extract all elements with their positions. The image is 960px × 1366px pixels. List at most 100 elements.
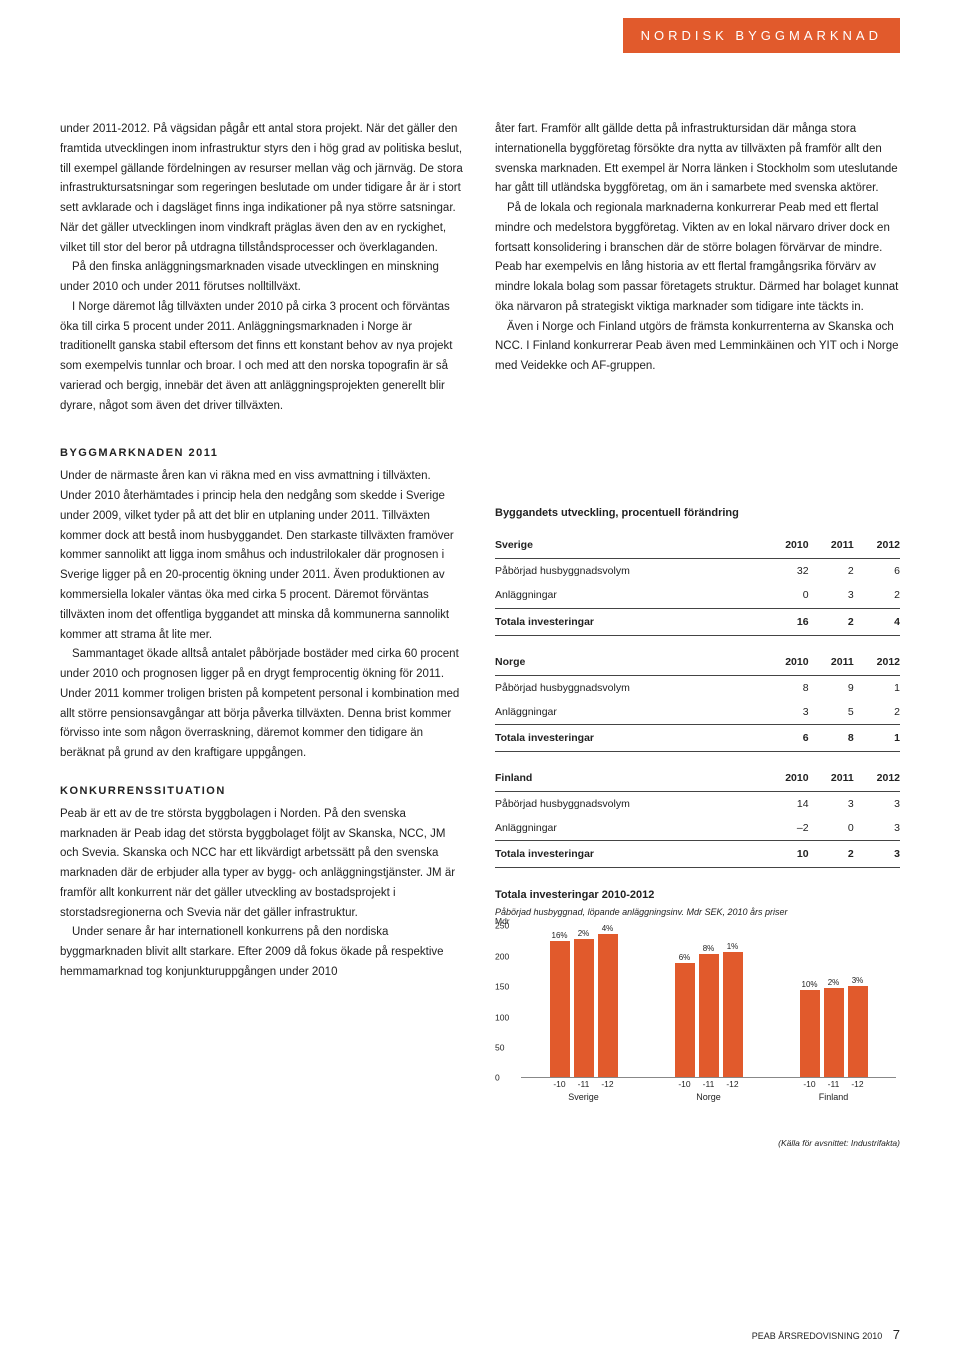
- table-cell: 6: [762, 724, 808, 751]
- chart-bar-group: 10%-102%-113%-12Finland: [771, 926, 896, 1077]
- page-number: 7: [893, 1327, 900, 1342]
- para: Sammantaget ökade alltså antalet påbörja…: [60, 645, 465, 764]
- chart-source: (Källa för avsnittet: Industrifakta): [495, 1136, 900, 1151]
- chart-bar: 6%-10: [675, 963, 695, 1078]
- y-tick: 250: [495, 919, 509, 934]
- x-tick-label: -12: [851, 1077, 863, 1092]
- x-tick-label: -10: [553, 1077, 565, 1092]
- table-cell: 9: [809, 675, 854, 700]
- x-tick-label: -10: [678, 1077, 690, 1092]
- data-table: Sverige201020112012Påbörjad husbyggnadsv…: [495, 533, 900, 635]
- table-row: Totala investeringar681: [495, 724, 900, 751]
- chart-plot-area: 16%-102%-114%-12Sverige6%-108%-111%-12No…: [521, 926, 896, 1078]
- top-left-col: under 2011-2012. På vägsidan pågår ett a…: [60, 120, 465, 416]
- chart-bar: 8%-11: [699, 954, 719, 1078]
- chart-bar: 1%-12: [723, 952, 743, 1077]
- row-label: Anläggningar: [495, 700, 762, 725]
- table-row: Totala investeringar1023: [495, 840, 900, 867]
- data-table: Finland201020112012Påbörjad husbyggnadsv…: [495, 766, 900, 868]
- para: Under de närmaste åren kan vi räkna med …: [60, 467, 465, 645]
- bar-value-label: 4%: [602, 922, 614, 936]
- table-cell: 3: [762, 700, 808, 725]
- para: under 2011-2012. På vägsidan pågår ett a…: [60, 120, 465, 258]
- table-cell: 3: [854, 816, 900, 841]
- table-cell: 8: [809, 724, 854, 751]
- table-cell: 0: [762, 583, 808, 608]
- table-col-header: 2012: [854, 766, 900, 792]
- table-cell: 2: [854, 700, 900, 725]
- table-row: Anläggningar352: [495, 700, 900, 725]
- footer-text: PEAB ÅRSREDOVISNING 2010: [752, 1331, 883, 1341]
- table-row: Anläggningar–203: [495, 816, 900, 841]
- chart-bar: 2%-11: [574, 939, 594, 1077]
- table-cell: 5: [809, 700, 854, 725]
- bar-value-label: 8%: [703, 942, 715, 956]
- table-cell: 0: [809, 816, 854, 841]
- para: Peab är ett av de tre största byggbolage…: [60, 805, 465, 924]
- table-col-header: 2010: [762, 650, 808, 676]
- bar-value-label: 2%: [828, 976, 840, 990]
- table-col-header: 2012: [854, 533, 900, 559]
- chart-bar: 4%-12: [598, 934, 618, 1078]
- table-cell: 32: [762, 559, 808, 584]
- chart-bar: 10%-10: [800, 990, 820, 1078]
- table-col-header: 2010: [762, 766, 808, 792]
- para: Under senare år har internationell konku…: [60, 923, 465, 982]
- chart-title: Totala investeringar 2010-2012: [495, 886, 900, 905]
- table-col-header: 2010: [762, 533, 808, 559]
- section-tag: NORDISK BYGGMARKNAD: [623, 18, 900, 53]
- table-cell: 4: [854, 608, 900, 635]
- table-cell: 1: [854, 675, 900, 700]
- table-title: Byggandets utveckling, procentuell förän…: [495, 504, 900, 523]
- table-cell: 3: [854, 840, 900, 867]
- table-col-header: 2011: [809, 650, 854, 676]
- table-cell: 14: [762, 791, 808, 816]
- row-label: Totala investeringar: [495, 840, 762, 867]
- row-label: Totala investeringar: [495, 724, 762, 751]
- table-cell: 2: [809, 840, 854, 867]
- row-label: Påbörjad husbyggnadsvolym: [495, 559, 762, 584]
- chart-subtitle: Påbörjad husbyggnad, löpande anläggnings…: [495, 905, 900, 920]
- table-row: Påbörjad husbyggnadsvolym891: [495, 675, 900, 700]
- para: På de lokala och regionala marknaderna k…: [495, 199, 900, 318]
- chart-bar: 16%-10: [550, 941, 570, 1077]
- y-tick: 50: [495, 1041, 504, 1056]
- table-cell: –2: [762, 816, 808, 841]
- top-columns: under 2011-2012. På vägsidan pågår ett a…: [60, 120, 900, 416]
- table-cell: 16: [762, 608, 808, 635]
- table-cell: 6: [854, 559, 900, 584]
- y-tick: 200: [495, 949, 509, 964]
- page-footer: PEAB ÅRSREDOVISNING 2010 7: [752, 1327, 900, 1342]
- group-label: Sverige: [568, 1090, 599, 1105]
- bar-value-label: 16%: [551, 929, 567, 943]
- row-label: Totala investeringar: [495, 608, 762, 635]
- x-tick-label: -12: [601, 1077, 613, 1092]
- data-table: Norge201020112012Påbörjad husbyggnadsvol…: [495, 650, 900, 752]
- y-tick: 150: [495, 980, 509, 995]
- table-col-header: 2011: [809, 766, 854, 792]
- bar-value-label: 3%: [852, 974, 864, 988]
- y-tick: 100: [495, 1010, 509, 1025]
- x-tick-label: -12: [726, 1077, 738, 1092]
- table-cell: 2: [854, 583, 900, 608]
- table-row: Påbörjad husbyggnadsvolym3226: [495, 559, 900, 584]
- row-label: Anläggningar: [495, 583, 762, 608]
- chart-bar: 2%-11: [824, 988, 844, 1077]
- table-cell: 2: [809, 559, 854, 584]
- table-cell: 3: [854, 791, 900, 816]
- table-cell: 8: [762, 675, 808, 700]
- y-tick: 0: [495, 1071, 500, 1086]
- row-label: Anläggningar: [495, 816, 762, 841]
- table-cell: 10: [762, 840, 808, 867]
- para: I Norge däremot låg tillväxten under 201…: [60, 298, 465, 417]
- bar-value-label: 10%: [801, 978, 817, 992]
- bottom-right-col: Byggandets utveckling, procentuell förän…: [495, 444, 900, 1150]
- bar-value-label: 1%: [727, 940, 739, 954]
- x-tick-label: -10: [803, 1077, 815, 1092]
- chart-bar-group: 6%-108%-111%-12Norge: [646, 926, 771, 1077]
- table-row: Totala investeringar1624: [495, 608, 900, 635]
- tables-container: Sverige201020112012Påbörjad husbyggnadsv…: [495, 533, 900, 868]
- chart-bar: 3%-12: [848, 986, 868, 1078]
- bottom-columns: BYGGMARKNADEN 2011 Under de närmaste åre…: [60, 444, 900, 1150]
- group-label: Finland: [819, 1090, 849, 1105]
